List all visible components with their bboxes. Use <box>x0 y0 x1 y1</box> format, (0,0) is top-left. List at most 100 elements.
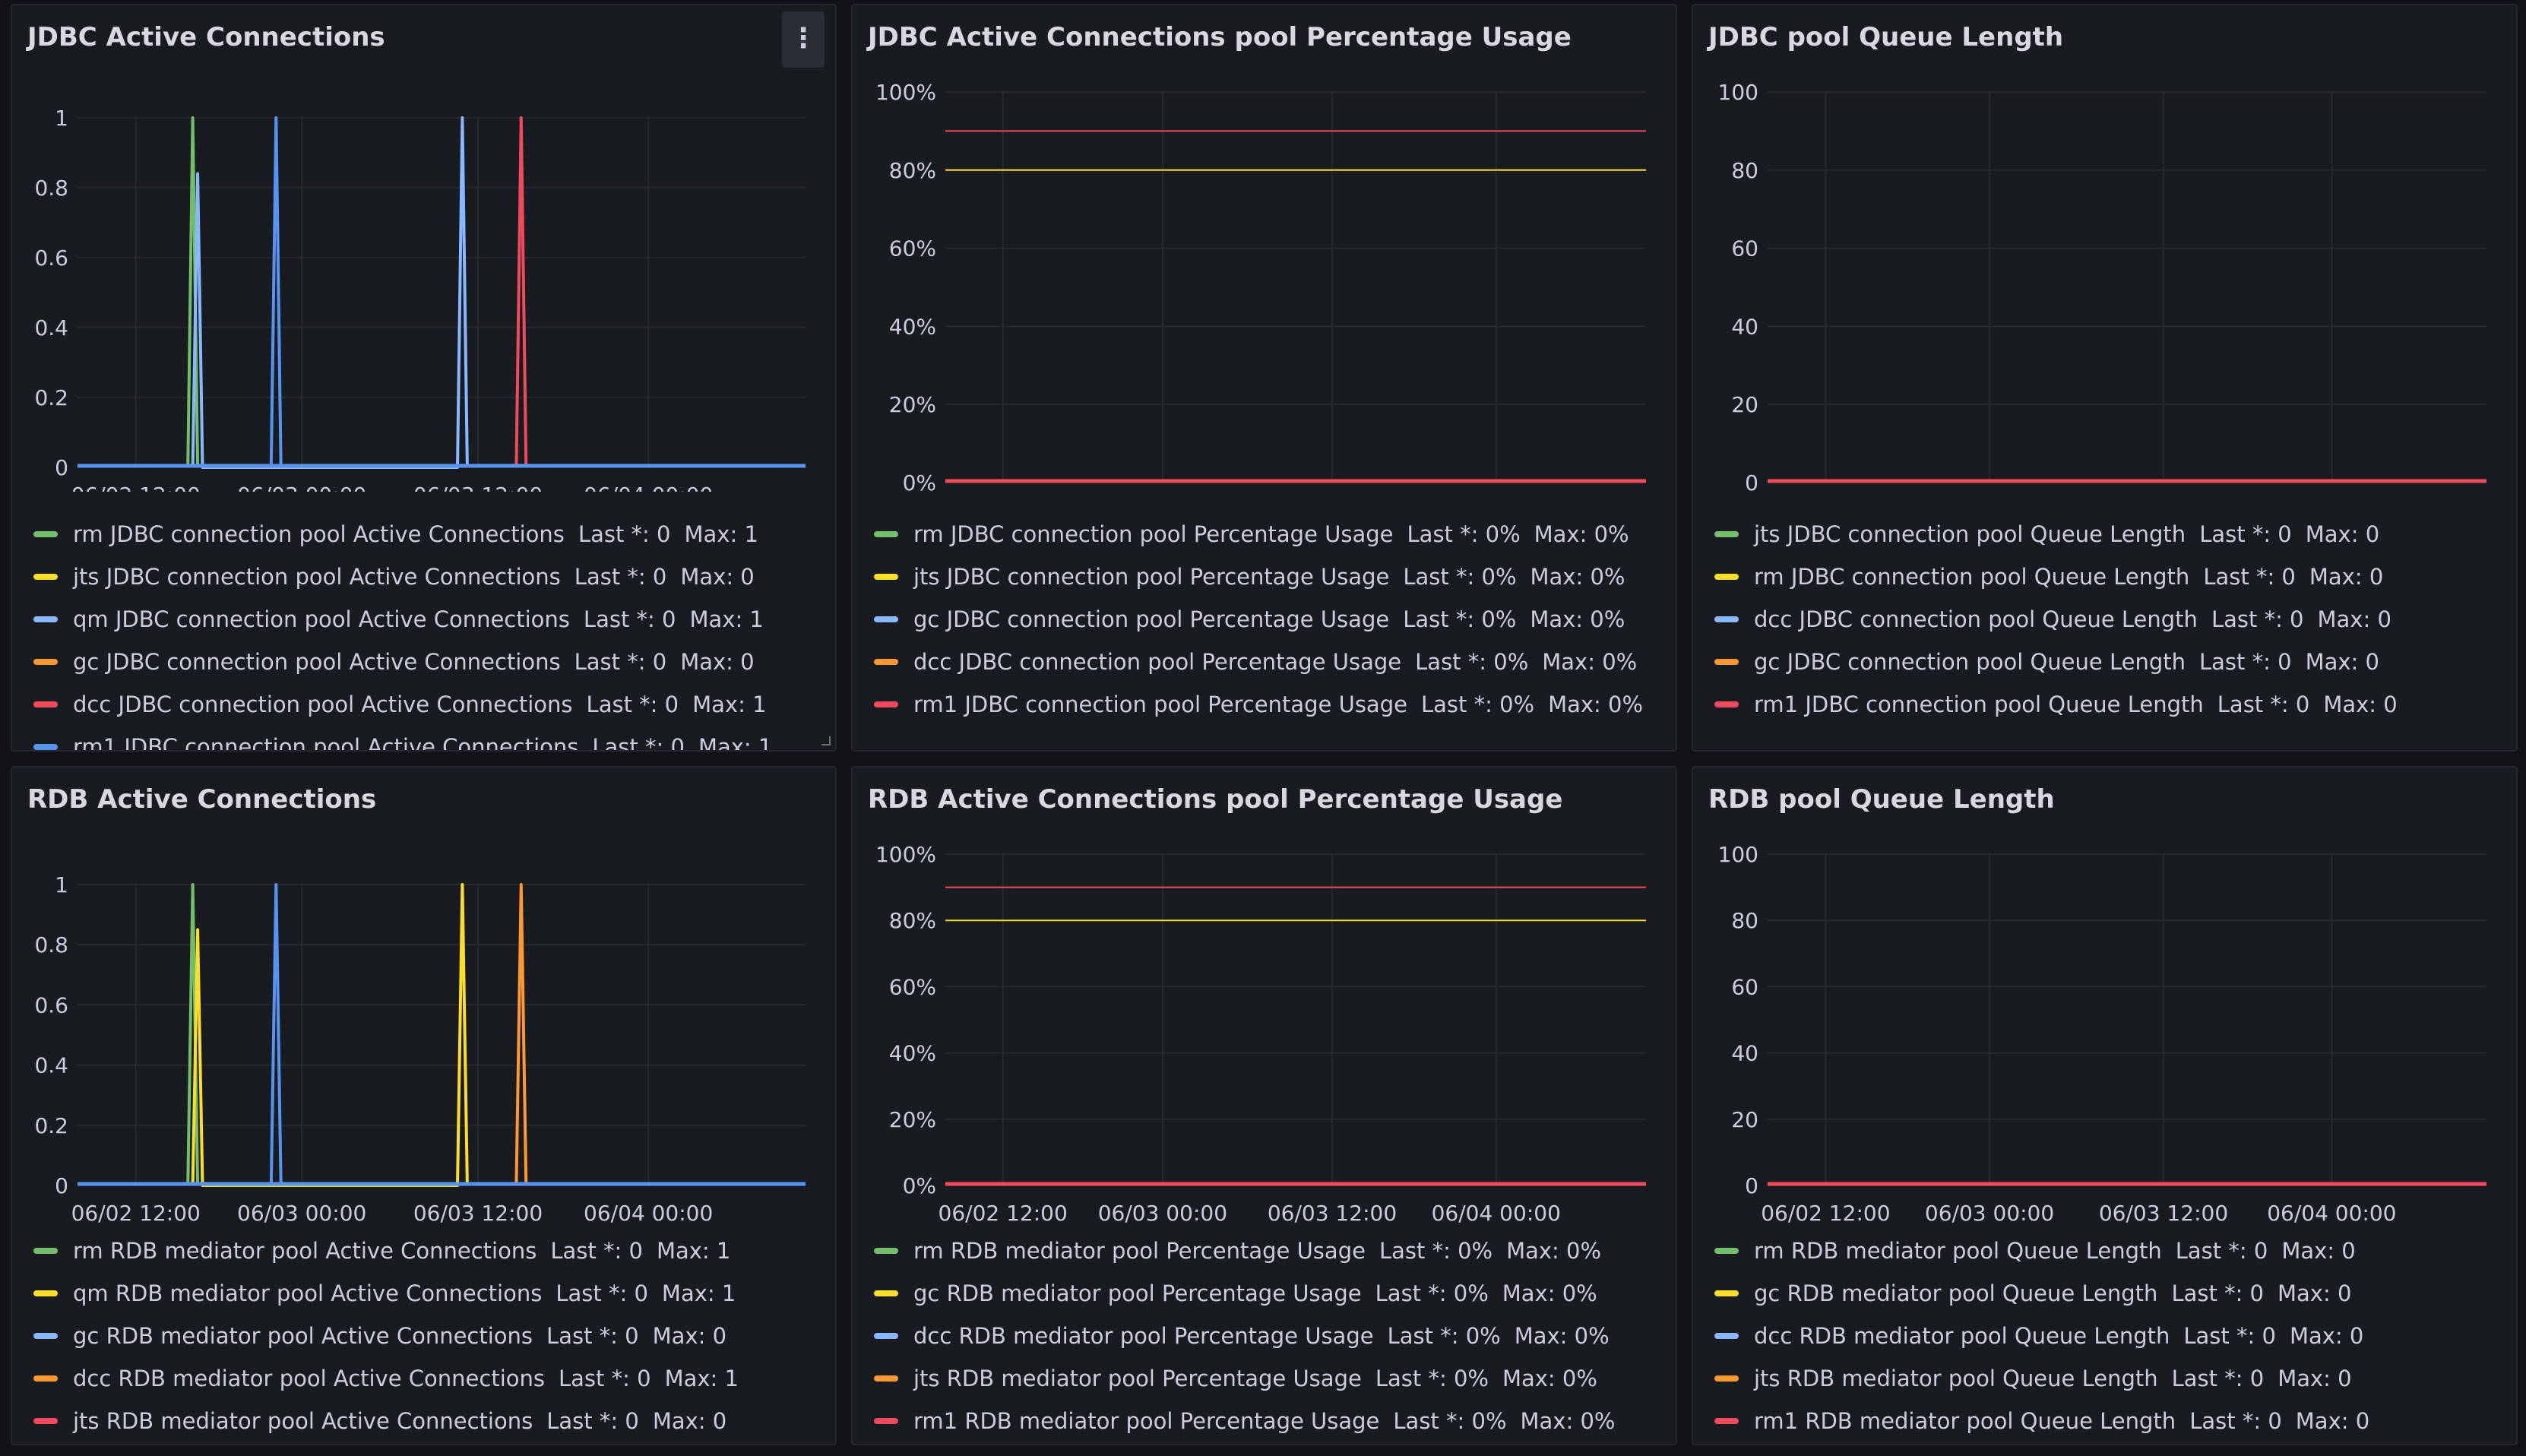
series-spike <box>269 116 283 468</box>
legend-series-name: jts JDBC connection pool Active Connecti… <box>73 564 561 590</box>
legend-max-value: Max: 0% <box>1520 1408 1616 1434</box>
legend-last-value: Last *: 0% <box>1387 1323 1501 1349</box>
legend-item[interactable]: rm RDB mediator pool Percentage Usage Las… <box>874 1236 1615 1266</box>
legend-series-name: dcc RDB mediator pool Percentage Usage <box>913 1323 1374 1349</box>
legend-item[interactable]: gc JDBC connection pool Queue Length Last… <box>1714 647 2393 677</box>
legend-item[interactable]: dcc RDB mediator pool Percentage Usage La… <box>874 1321 1623 1351</box>
legend-item[interactable]: rm RDB mediator pool Active Connections L… <box>33 1236 744 1266</box>
legend-item[interactable]: jts JDBC connection pool Active Connecti… <box>33 562 768 592</box>
legend-last-value: Last *: 0 <box>2183 1323 2276 1349</box>
series-spike <box>514 116 528 468</box>
legend-item[interactable]: gc RDB mediator pool Percentage Usage Las… <box>874 1278 1611 1309</box>
legend-color-swatch <box>874 574 898 580</box>
y-tick-label: 0 <box>55 455 68 480</box>
legend-item[interactable]: rm1 JDBC connection pool Queue Length Las… <box>1714 689 2411 720</box>
legend-item[interactable]: jts JDBC connection pool Percentage Usag… <box>874 562 1638 592</box>
kebab-menu-icon[interactable]: ⋮ <box>782 11 825 68</box>
legend-item[interactable]: gc RDB mediator pool Queue Length Last *:… <box>1714 1278 2365 1309</box>
legend-max-value: Max: 0 <box>2323 692 2398 717</box>
legend-last-value: Last *: 0% <box>1407 521 1521 547</box>
y-tick-label: 20 <box>1731 392 1758 417</box>
legend-item[interactable]: dcc JDBC connection pool Active Connecti… <box>33 689 780 720</box>
legend-item[interactable]: rm JDBC connection pool Active Connectio… <box>33 519 772 549</box>
legend-item[interactable]: jts JDBC connection pool Queue Length Las… <box>1714 519 2393 549</box>
legend-item[interactable]: jts RDB mediator pool Active Connections… <box>33 1406 740 1436</box>
x-tick-label: 06/02 12:00 <box>939 1201 1068 1226</box>
legend-item[interactable]: qm JDBC connection pool Active Connectio… <box>33 604 777 635</box>
legend-color-swatch <box>874 701 898 707</box>
legend-item[interactable]: rm1 RDB mediator pool Queue Length Last *… <box>1714 1406 2383 1436</box>
legend-item[interactable]: dcc JDBC connection pool Percentage Usag… <box>874 647 1651 677</box>
legend-color-swatch <box>33 574 58 580</box>
panel-rdb-percentage-usage[interactable]: RDB Active Connections pool Percentage U… <box>851 766 1677 1445</box>
legend-color-swatch <box>1714 531 1739 537</box>
legend-series-name: gc RDB mediator pool Active Connections <box>73 1323 533 1349</box>
panel-title: JDBC pool Queue Length <box>1708 22 2064 52</box>
y-tick-label: 60 <box>1731 974 1758 999</box>
legend-max-value: Max: 0 <box>2278 1366 2352 1391</box>
legend-item[interactable]: qm RDB mediator pool Active Connections L… <box>33 1278 749 1309</box>
legend-item[interactable]: gc JDBC connection pool Active Connectio… <box>33 647 768 677</box>
legend-color-swatch <box>874 1418 898 1424</box>
legend-last-value: Last *: 0 <box>558 1366 651 1391</box>
panel-jdbc-queue-length[interactable]: JDBC pool Queue Length 10080604020006/02… <box>1692 4 2518 752</box>
legend-series-name: jts RDB mediator pool Queue Length <box>1754 1366 2158 1391</box>
legend-series-name: gc RDB mediator pool Percentage Usage <box>913 1280 1362 1306</box>
legend-series-name: rm1 RDB mediator pool Percentage Usage <box>913 1408 1380 1434</box>
legend-max-value: Max: 0% <box>1530 606 1625 632</box>
legend-color-swatch <box>33 1290 58 1296</box>
panel-rdb-queue-length[interactable]: RDB pool Queue Length 100 80 60 40 20 0 06/02 … <box>1692 766 2518 1445</box>
legend-max-value: Max: 0 <box>2278 1280 2352 1306</box>
legend-item[interactable]: rm1 JDBC connection pool Percentage Usag… <box>874 689 1657 720</box>
resize-handle[interactable] <box>821 736 831 745</box>
legend-item[interactable]: rm1 JDBC connection pool Active Connecti… <box>33 732 786 750</box>
y-tick-label: 40% <box>889 314 936 339</box>
series-spike <box>269 883 283 1186</box>
legend-item[interactable]: jts RDB mediator pool Percentage Usage La… <box>874 1363 1611 1394</box>
legend-last-value: Last *: 0 <box>2171 1366 2265 1391</box>
legend-color-swatch <box>33 659 58 665</box>
panel-title: RDB Active Connections <box>27 784 377 815</box>
y-tick-label: 0.8 <box>34 932 68 957</box>
legend-series-name: gc RDB mediator pool Queue Length <box>1754 1280 2158 1306</box>
legend-item[interactable]: dcc RDB mediator pool Queue Length Last *… <box>1714 1321 2377 1351</box>
legend-last-value: Last *: 0 <box>574 564 667 590</box>
legend-color-swatch <box>874 531 898 537</box>
y-tick-label: 0% <box>903 1173 936 1198</box>
panel-rdb-active-connections[interactable]: RDB Active Connections 1 0.8 0.6 0.4 0.2 0 06/… <box>11 766 837 1445</box>
legend-series-name: rm JDBC connection pool Active Connectio… <box>73 521 565 547</box>
panel-jdbc-percentage-usage[interactable]: JDBC Active Connections pool Percentage … <box>851 4 1677 752</box>
x-tick-label: 06/02 12:00 <box>71 483 201 492</box>
legend-item[interactable]: gc JDBC connection pool Percentage Usage… <box>874 604 1638 635</box>
legend-series-name: rm RDB mediator pool Queue Length <box>1754 1238 2162 1264</box>
legend-color-swatch <box>874 659 898 665</box>
legend-max-value: Max: 1 <box>656 1238 731 1264</box>
legend-item[interactable]: rm JDBC connection pool Queue Length Last… <box>1714 562 2397 592</box>
legend-max-value: Max: 0% <box>1548 692 1644 717</box>
legend-item[interactable]: rm1 RDB mediator pool Percentage Usage La… <box>874 1406 1629 1436</box>
legend-color-swatch <box>1714 1375 1739 1382</box>
legend-item[interactable]: jts RDB mediator pool Queue Length Last *… <box>1714 1363 2366 1394</box>
panel-jdbc-active-connections[interactable]: JDBC Active Connections ⋮ 1 0.8 0.6 0.4 0.2 0… <box>11 4 837 752</box>
legend-item[interactable]: rm JDBC connection pool Percentage Usage… <box>874 519 1643 549</box>
legend-last-value: Last *: 0 <box>2175 1238 2268 1264</box>
legend-max-value: Max: 1 <box>661 1280 736 1306</box>
legend-item[interactable]: dcc JDBC connection pool Queue Length Las… <box>1714 604 2405 635</box>
x-tick-label: 06/02 12:00 <box>1761 1201 1890 1226</box>
legend-last-value: Last *: 0% <box>1420 692 1535 717</box>
legend-last-value: Last *: 0 <box>578 521 671 547</box>
y-tick-label: 0 <box>55 1173 68 1198</box>
x-tick-label: 06/03 00:00 <box>237 483 366 492</box>
legend-item[interactable]: gc RDB mediator pool Active Connections L… <box>33 1321 740 1351</box>
legend-item[interactable]: rm RDB mediator pool Queue Length Last *:… <box>1714 1236 2369 1266</box>
legend-max-value: Max: 1 <box>689 606 764 632</box>
y-tick-label: 0.4 <box>34 315 68 340</box>
legend-color-swatch <box>874 1333 898 1339</box>
legend-last-value: Last *: 0 <box>2189 1408 2282 1434</box>
legend-last-value: Last *: 0 <box>546 1408 639 1434</box>
legend-last-value: Last *: 0% <box>1403 606 1517 632</box>
legend-item[interactable]: dcc RDB mediator pool Active Connections… <box>33 1363 752 1394</box>
legend-max-value: Max: 0% <box>1530 564 1625 590</box>
legend-max-value: Max: 1 <box>684 521 758 547</box>
